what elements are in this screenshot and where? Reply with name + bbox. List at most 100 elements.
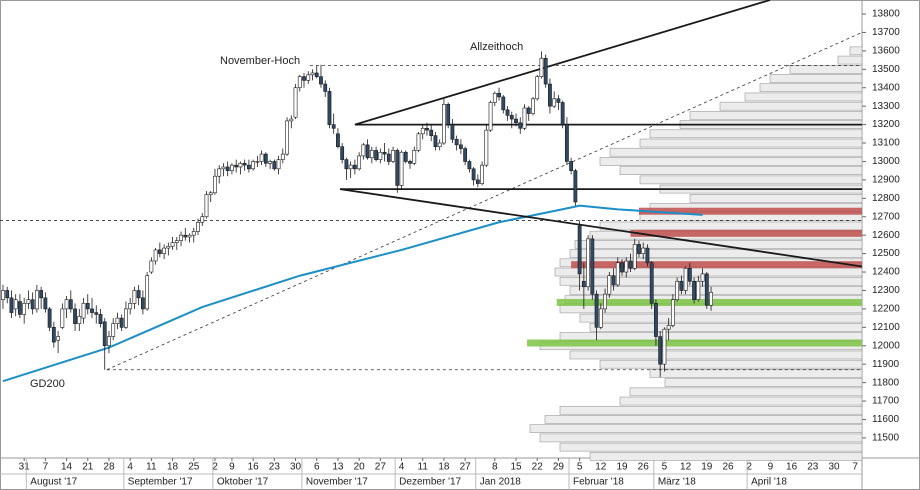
trend-line [339,188,863,268]
candle-body [374,150,378,160]
candle-body [285,120,289,155]
candle-body [319,76,323,85]
candle-body [327,91,332,125]
candle-body [577,225,582,275]
candle-body [276,159,281,170]
volume-profile-bar [639,175,863,185]
x-tick-label: 12 [680,462,692,473]
candle-body [454,139,459,146]
candle-body [543,57,548,85]
candle-body [187,234,192,238]
x-tick-label: 9 [229,462,235,473]
x-tick-label: 28 [103,462,115,473]
candle-body [603,293,607,310]
candle-body [386,153,391,162]
month-label: Dezember '17 [399,477,461,488]
candle-body [174,240,179,243]
month-label: November '17 [306,477,368,488]
volume-profile-bar [589,323,863,332]
candle-body [263,153,268,164]
y-tick-label: 12700 [872,211,900,222]
candle-body [467,161,472,170]
candle-body [509,115,514,120]
volume-profile-bar [569,350,863,360]
y-tick-label: 13600 [872,46,900,57]
candle-body [615,262,620,286]
x-tick-label: 26 [722,462,734,473]
volume-profile-bar [649,129,863,139]
candle-body [73,308,77,324]
candle-body [450,124,455,140]
y-tick-label: 12300 [872,285,900,296]
candle-body [272,161,277,170]
x-tick-label: 31 [19,462,31,473]
x-tick-label: 21 [82,462,94,473]
candle-body [675,280,680,300]
x-tick-label: 13 [332,462,344,473]
y-tick-label: 13100 [872,138,900,149]
volume-profile-bar [849,46,863,56]
candle-body [34,290,39,310]
candle-body [378,151,383,160]
candle-body [196,221,200,232]
candle-body [704,273,709,306]
candle-body [119,317,124,328]
candle-body [352,164,357,170]
x-tick-label: 2 [746,462,752,473]
candle-body [658,336,663,365]
candle-body [391,150,395,162]
candle-body [242,162,247,166]
candle-body [357,155,362,170]
candle-body [9,297,14,313]
candle-body [514,118,518,124]
y-tick-label: 12600 [872,230,900,241]
y-tick-label: 13400 [872,82,900,93]
candle-body [641,247,646,254]
candle-body [255,161,260,163]
volume-profile-bar [599,157,863,166]
candle-body [111,323,116,337]
candle-body [526,107,531,114]
x-tick-label: 18 [438,462,450,473]
candle-body [382,151,387,155]
x-tick-label: 7 [43,462,49,473]
candle-body [666,325,671,330]
candle-body [314,72,319,77]
candle-body [637,244,641,254]
candle-body [259,153,264,162]
candle-body [230,164,234,171]
volume-profile-bar [744,92,863,102]
month-label: Oktober '17 [217,477,269,488]
x-tick-label: 20 [354,462,366,473]
candle-body [289,118,294,122]
candle-body [548,83,552,107]
candle-body [501,96,506,111]
candle-body [412,150,417,164]
y-tick-label: 13800 [872,9,900,20]
volume-profile-bar [619,396,863,406]
candle-body [654,303,658,337]
y-tick-label: 12100 [872,322,900,333]
candle-body [68,299,73,310]
volume-profile-bar [689,111,863,120]
candle-body [22,303,27,315]
month-label: Februar '18 [573,477,624,488]
candle-body [302,76,306,81]
candle-body [136,290,141,299]
candle-body [480,164,484,184]
plot: 11500 11600 11700 11800 11900 12000 12100 12200… [0,0,900,490]
candle-body [442,104,446,144]
candle-body [268,161,272,164]
x-tick-label: 16 [248,462,260,473]
volume-profile-bar [719,101,863,111]
candle-body [102,321,107,347]
volume-profile-bar [599,221,863,231]
candle-body [39,290,44,299]
candle-body [492,92,497,103]
candle-body [132,290,137,304]
candle-body [560,102,565,125]
x-tick-label: 23 [807,462,819,473]
candle-body [598,308,603,328]
x-tick-label: 11 [418,462,429,473]
volume-profile-bar [789,64,863,74]
